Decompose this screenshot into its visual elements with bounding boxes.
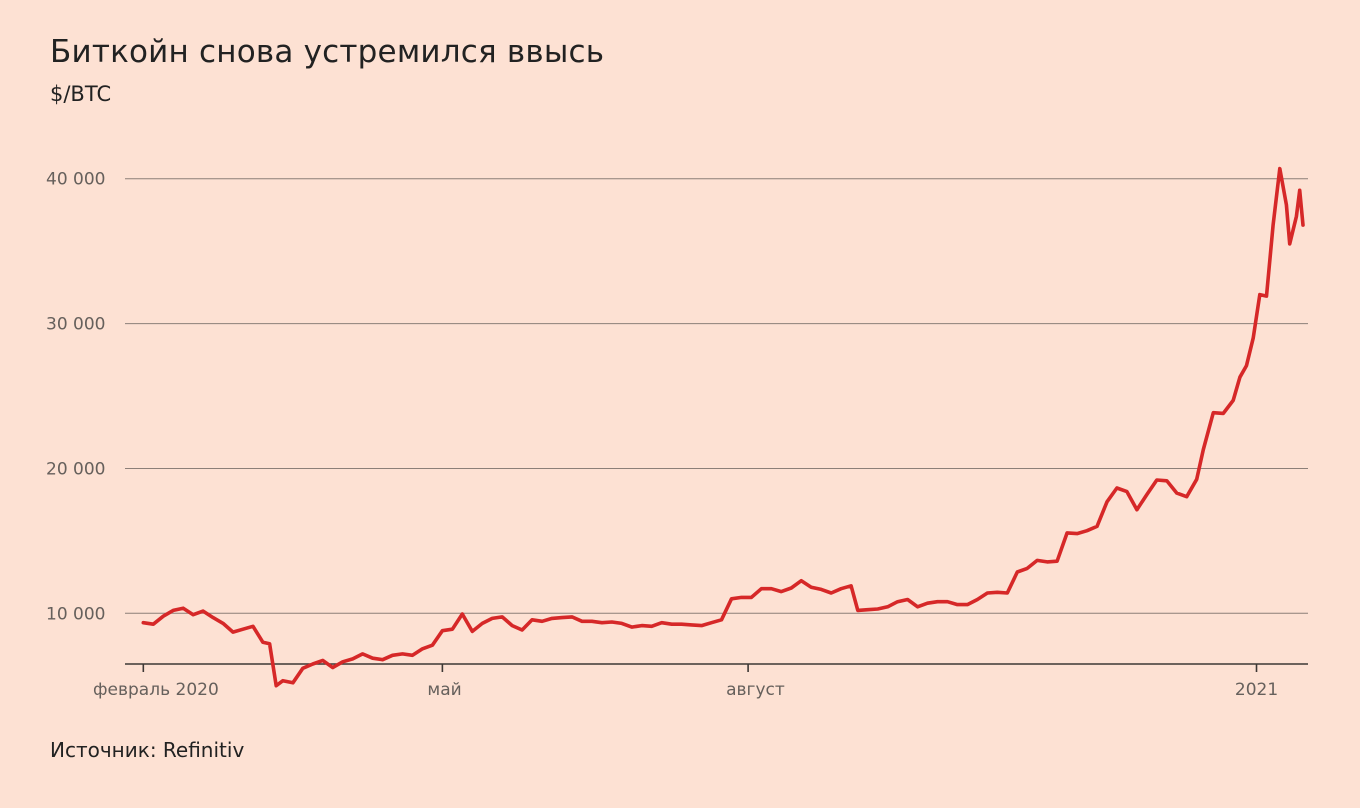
y-axis-ticks: 10 000 20 000 30 000 40 000 [46,170,105,625]
x-tick-label: февраль 2020 [93,680,219,700]
chart-title: Биткойн снова устремился ввысь [50,34,605,70]
y-tick-label: 10 000 [46,604,105,624]
price-series [141,166,1305,688]
x-tick-label: август [726,680,785,700]
y-tick-label: 20 000 [46,459,105,479]
source-note: Источник: Refinitiv [50,738,245,762]
gridlines [125,178,1308,614]
y-tick-label: 40 000 [46,170,105,190]
x-tick-label: май [427,680,461,700]
y-tick-label: 30 000 [46,315,105,335]
x-axis-ticks: февраль 2020 май август 2021 [93,664,1278,700]
x-tick-label: 2021 [1235,680,1278,700]
chart-unit-label: $/BTC [50,82,112,106]
series-line-0 [141,166,1305,688]
